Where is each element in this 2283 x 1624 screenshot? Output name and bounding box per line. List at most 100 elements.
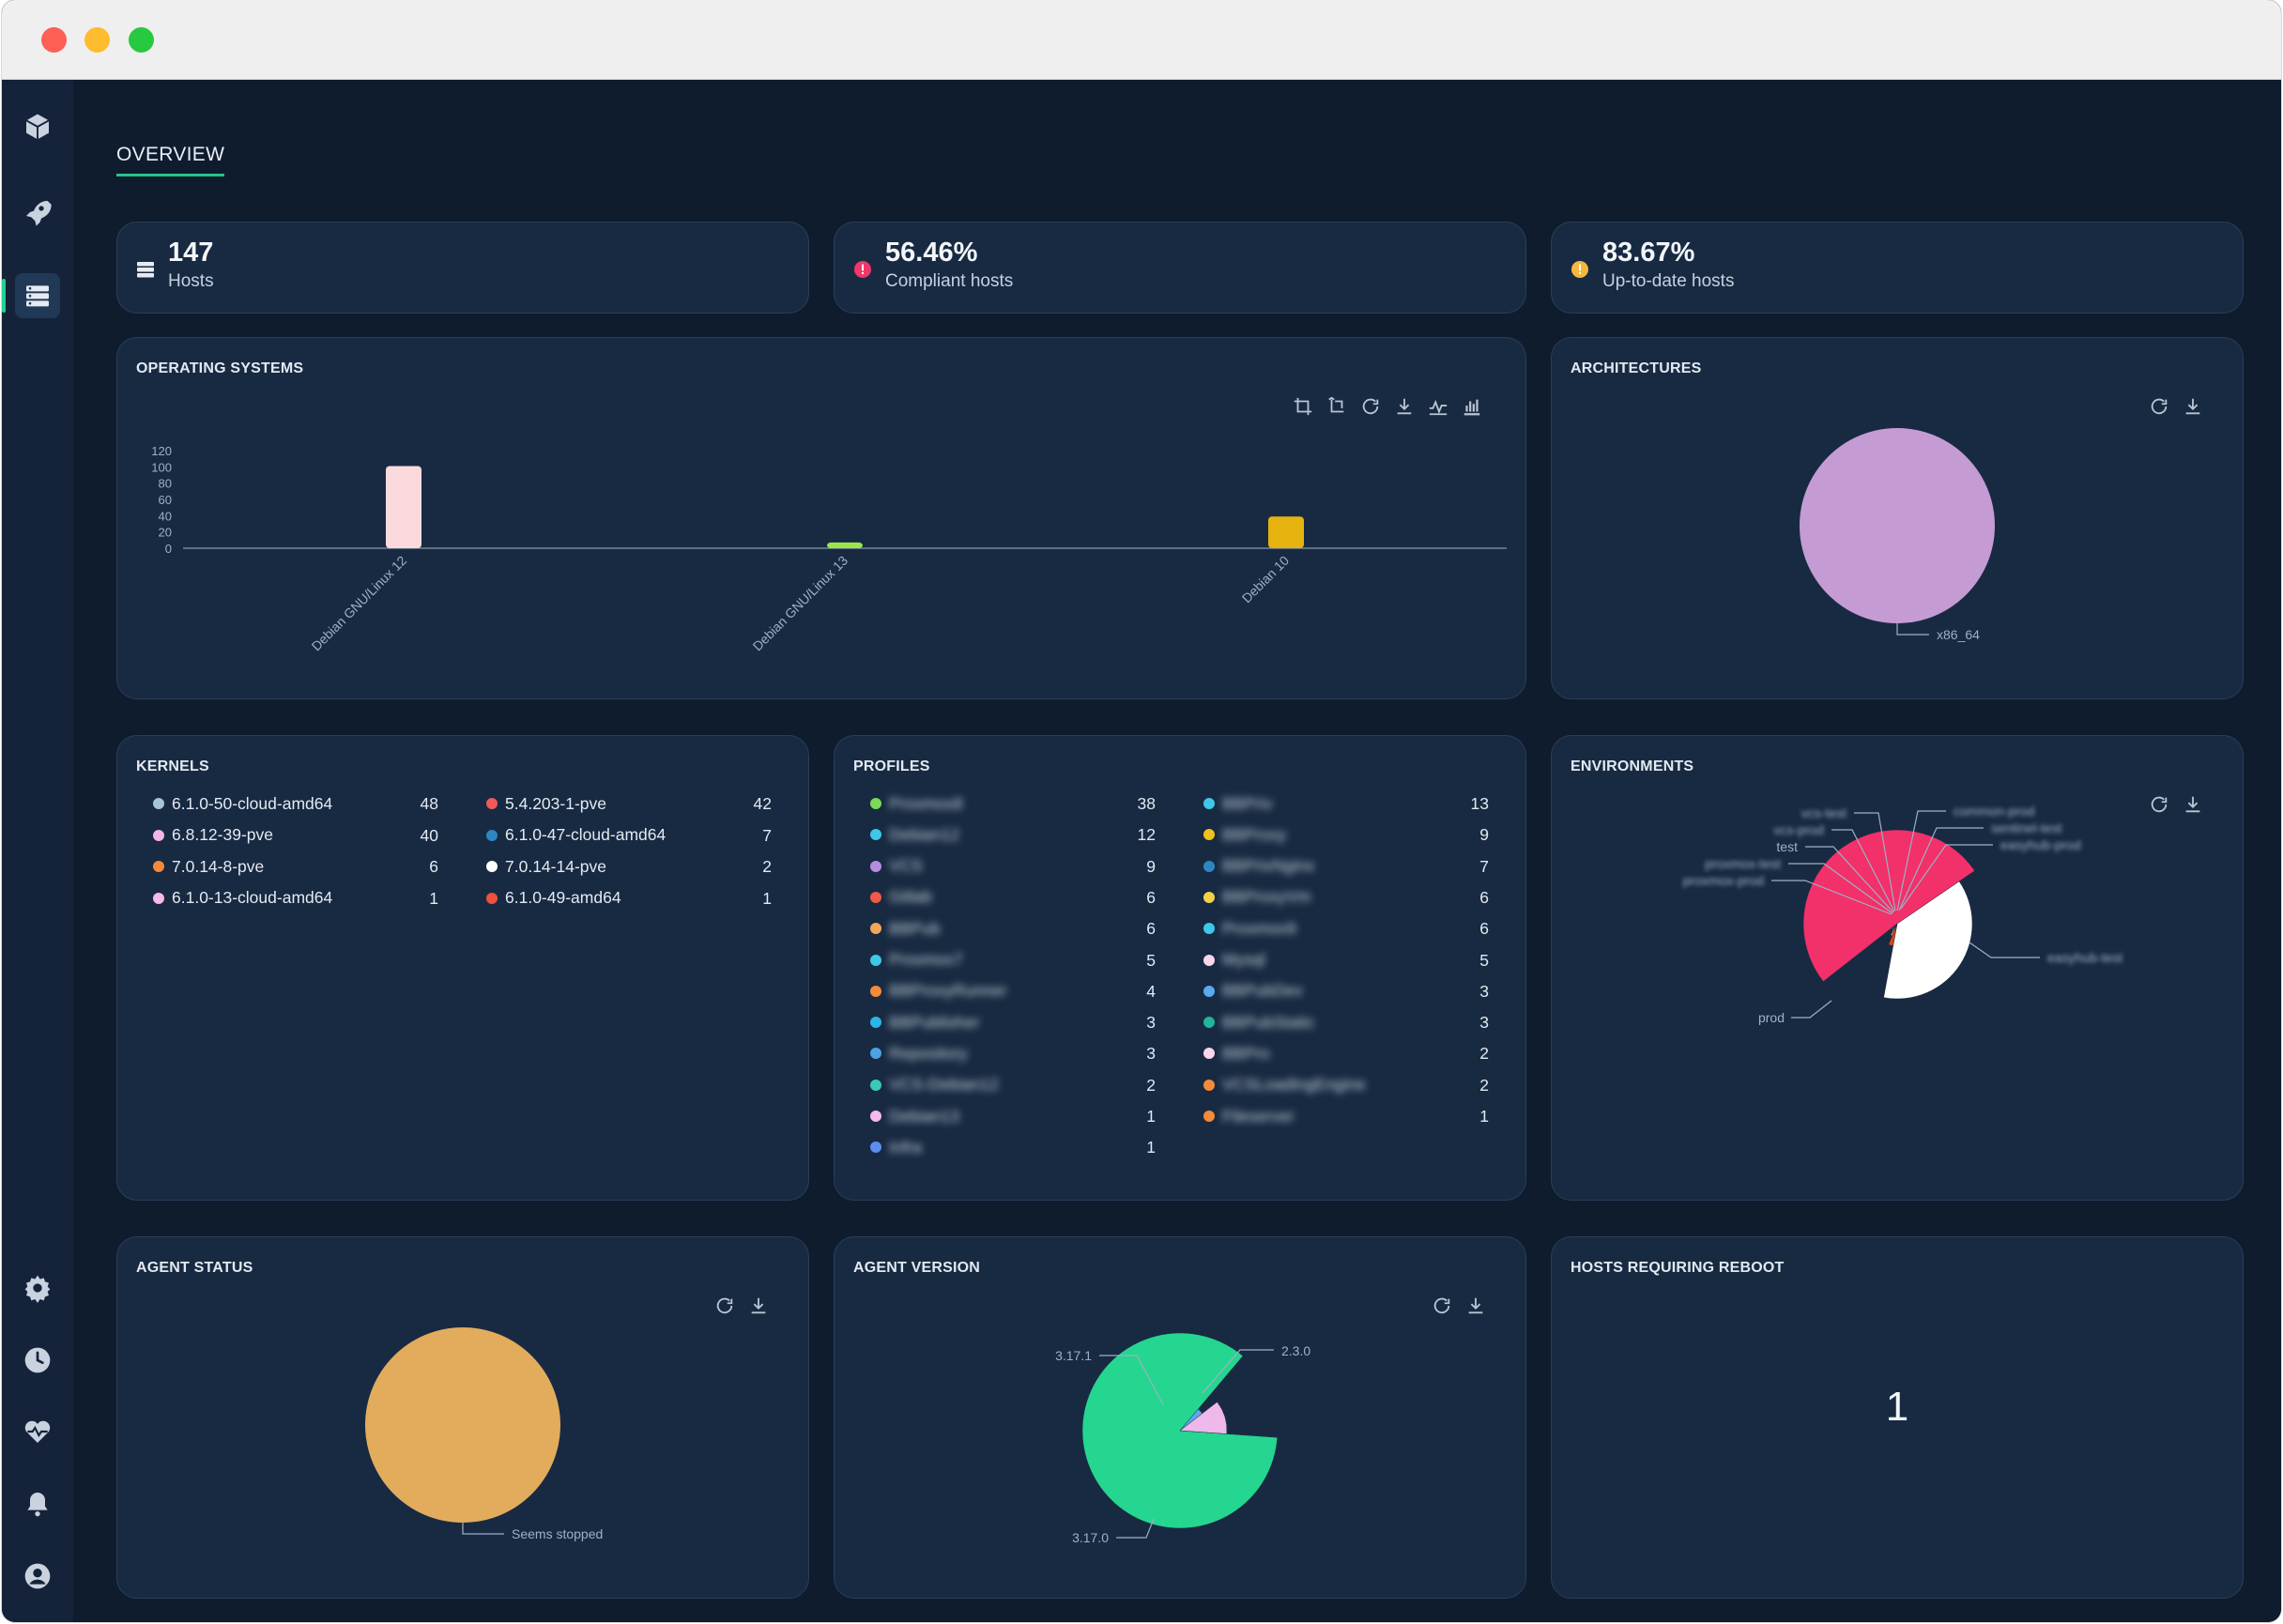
legend-item[interactable]: 6.1.0-47-cloud-amd64 <box>486 824 666 847</box>
pie-label: sentinel-test <box>1991 820 2062 835</box>
heart-pulse-icon <box>24 1420 51 1443</box>
legend-item[interactable]: Proxmox7 <box>870 949 963 972</box>
refresh-icon[interactable] <box>1360 396 1381 417</box>
legend-dot <box>486 892 498 904</box>
legend-count: 40 <box>420 825 438 845</box>
maximize-window-button[interactable] <box>129 27 154 53</box>
legend-label: VCSLoadingEngine <box>1222 1075 1366 1095</box>
legend-item[interactable]: Repository <box>870 1042 968 1065</box>
stat-card-uptodate[interactable]: 83.67% Up-to-date hosts <box>1551 222 2244 314</box>
minimize-window-button[interactable] <box>84 27 110 53</box>
download-icon[interactable] <box>748 1295 769 1316</box>
legend-item[interactable]: 5.4.203-1-pve <box>486 792 606 815</box>
stat-label: Hosts <box>168 271 214 291</box>
legend-label: Proxmox9 <box>1222 918 1296 938</box>
legend-count: 6 <box>429 857 438 876</box>
legend-item[interactable]: BBProxyRunner <box>870 980 1006 1003</box>
pie-label: 3.17.0 <box>1072 1530 1109 1545</box>
legend-dot <box>870 1111 881 1122</box>
download-icon[interactable] <box>1465 1295 1486 1316</box>
legend-count: 5 <box>1146 950 1156 970</box>
legend-count: 2 <box>1479 1044 1489 1064</box>
legend-item[interactable]: Proxmox8 <box>870 792 963 815</box>
tab-overview[interactable]: OVERVIEW <box>116 144 225 176</box>
line-chart-icon[interactable] <box>1428 396 1448 417</box>
legend-item[interactable]: 6.1.0-49-amd64 <box>486 887 621 910</box>
legend-item[interactable]: Debian12 <box>870 823 959 846</box>
label-leader-line <box>1116 1518 1155 1539</box>
refresh-icon[interactable] <box>2149 396 2169 417</box>
legend-item[interactable]: BBProxyVm <box>1203 886 1310 909</box>
legend-item[interactable]: BBPubDev <box>1203 980 1303 1003</box>
legend-item[interactable]: Gitlab <box>870 886 932 909</box>
legend-item[interactable]: Debian13 <box>870 1105 959 1127</box>
sidebar-item-account[interactable] <box>15 1554 60 1599</box>
label-leader-line <box>1771 880 1892 915</box>
legend-item[interactable]: Infra <box>870 1136 922 1158</box>
legend-item[interactable]: Mysql <box>1203 949 1265 972</box>
legend-item[interactable]: BBPrivNginx <box>1203 855 1314 878</box>
legend-count: 12 <box>1137 825 1156 845</box>
card-title: KERNELS <box>136 758 209 774</box>
refresh-icon[interactable] <box>1432 1295 1452 1316</box>
legend-item[interactable]: 6.1.0-13-cloud-amd64 <box>153 887 332 910</box>
legend-label: 6.1.0-13-cloud-amd64 <box>172 888 333 907</box>
sidebar-item-deploy[interactable] <box>15 190 60 235</box>
card-title: AGENT STATUS <box>136 1260 253 1276</box>
legend-dot <box>1203 985 1215 997</box>
close-window-button[interactable] <box>41 27 67 53</box>
stat-card-hosts[interactable]: 147 Hosts <box>116 222 809 314</box>
sidebar-item-notifications[interactable] <box>15 1481 60 1526</box>
legend-item[interactable]: BBPubStatic <box>1203 1011 1314 1034</box>
legend-label: Gitlab <box>889 887 932 907</box>
operating-systems-card: OPERATING SYSTEMS 120 100 80 60 40 20 0 Debian … <box>116 337 1526 699</box>
crop-reset-icon[interactable] <box>1326 396 1347 417</box>
legend-dot <box>1203 798 1215 809</box>
legend-count: 4 <box>1146 981 1156 1001</box>
legend-item[interactable]: 7.0.14-8-pve <box>153 855 264 878</box>
label-leader-line <box>1854 812 1896 912</box>
refresh-icon[interactable] <box>2149 794 2169 815</box>
legend-item[interactable]: 6.1.0-50-cloud-amd64 <box>153 792 332 815</box>
bell-icon <box>27 1493 48 1517</box>
crop-icon[interactable] <box>1293 396 1313 417</box>
bar-chart-icon[interactable] <box>1462 396 1482 417</box>
sidebar-item-settings[interactable] <box>15 1265 60 1310</box>
pie-label: Seems stopped <box>512 1526 603 1541</box>
download-icon[interactable] <box>1394 396 1415 417</box>
sidebar-item-history[interactable] <box>15 1338 60 1383</box>
legend-item[interactable]: 7.0.14-14-pve <box>486 855 606 878</box>
sidebar-item-health[interactable] <box>15 1409 60 1454</box>
refresh-icon[interactable] <box>714 1295 735 1316</box>
legend-item[interactable]: VCS <box>870 855 923 878</box>
legend-item[interactable]: BBPro <box>1203 1042 1270 1065</box>
legend-count: 3 <box>1146 1044 1156 1064</box>
legend-item[interactable]: BBPriv <box>1203 792 1272 815</box>
legend-item[interactable]: Proxmox9 <box>1203 917 1296 940</box>
legend-item[interactable]: VCSLoadingEngine <box>1203 1074 1366 1096</box>
download-icon[interactable] <box>2183 794 2203 815</box>
sidebar-item-cube[interactable] <box>15 104 60 149</box>
legend-label: Proxmox8 <box>889 793 963 813</box>
chart-toolbar <box>714 1295 769 1316</box>
legend-dot <box>1203 1111 1215 1122</box>
legend-item[interactable]: BBProxy <box>1203 823 1286 846</box>
legend-item[interactable]: Fileserver <box>1203 1105 1295 1127</box>
y-tick-label: 40 <box>159 509 172 523</box>
legend-label: Proxmox7 <box>889 950 963 969</box>
download-icon[interactable] <box>2183 396 2203 417</box>
pie-label: easyhub-test <box>2047 950 2122 965</box>
stat-card-compliant[interactable]: 56.46% Compliant hosts <box>834 222 1526 314</box>
legend-count: 3 <box>1479 981 1489 1001</box>
sidebar-item-hosts[interactable] <box>2 273 60 318</box>
legend-dot <box>870 798 881 809</box>
legend-count: 48 <box>420 794 438 813</box>
legend-item[interactable]: VCS-Debian12 <box>870 1074 999 1096</box>
legend-item[interactable]: 6.8.12-39-pve <box>153 824 273 847</box>
legend-item[interactable]: BBPub <box>870 917 940 940</box>
legend-item[interactable]: BBPublisher <box>870 1011 979 1034</box>
legend-count: 1 <box>1479 1107 1489 1126</box>
legend-label: BBPub <box>889 918 941 938</box>
exclamation-icon <box>854 261 871 278</box>
legend-dot <box>153 861 164 872</box>
